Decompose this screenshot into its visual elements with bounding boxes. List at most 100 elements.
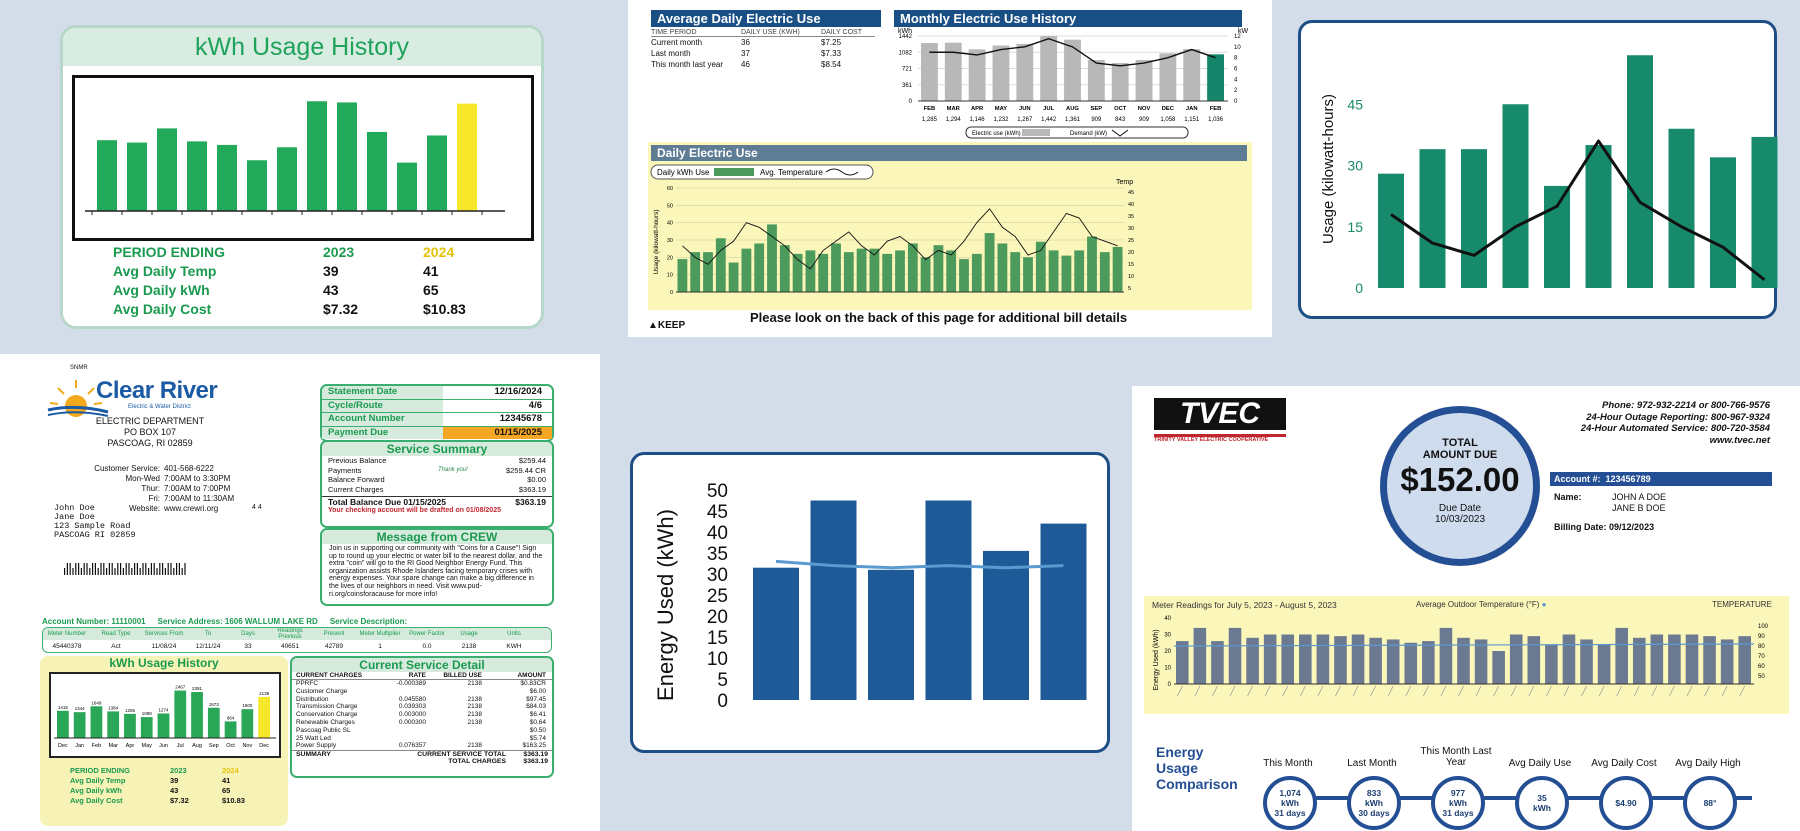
contact-row: Phone: 972-932-2214 or 800-766-9576 xyxy=(1432,400,1770,412)
daily-bar xyxy=(1112,246,1123,292)
charge-rate xyxy=(376,735,426,743)
mini-bar xyxy=(90,706,103,738)
usage-bar xyxy=(397,162,417,211)
service-description: Service Description: xyxy=(329,617,408,626)
tvec-logo: TVEC xyxy=(1154,398,1286,430)
mini-month: Apr xyxy=(126,743,135,749)
comparison-head: Avg Daily Use xyxy=(1508,758,1572,769)
current-row: Renewable Charges 0.000300 2138 $0.64 xyxy=(296,719,548,727)
meter-bar xyxy=(1703,636,1716,684)
address-line: ELECTRIC DEPARTMENT xyxy=(95,416,205,426)
charge-rate xyxy=(376,688,426,696)
monthly-value: 1,361 xyxy=(1065,117,1081,123)
mini-value: 1649 xyxy=(91,700,102,705)
usage-bar xyxy=(97,140,117,211)
usage-bar-line-chart: Usage (kilowatt-hours) 45 30 15 0 xyxy=(1320,55,1778,296)
monthly-bar xyxy=(1040,36,1058,101)
energy-used-card: Energy Used (kWh) 50 45 40 35 30 25 20 15 10 5 0 xyxy=(630,452,1110,753)
barcode-bar xyxy=(145,563,147,575)
daily-bar xyxy=(677,259,688,292)
usage-bar xyxy=(247,160,267,211)
tvec-logo-sub: TRINITY VALLEY ELECTRIC COOPERATIVE xyxy=(1154,434,1286,443)
current-header: AMOUNT xyxy=(517,672,546,679)
avg-col-use: DAILY USE (KWH) xyxy=(741,29,800,36)
barcode-bar xyxy=(75,563,77,575)
account-bar: Account #: 123456789 xyxy=(1550,472,1772,486)
comparison-circle: 833 kWh 30 days xyxy=(1347,776,1401,830)
contact-key: 24-Hour Automated Service: xyxy=(1580,423,1709,434)
monthly-month: MAR xyxy=(947,106,961,112)
mini-value: 1088 xyxy=(142,711,153,716)
table-row: Avg Daily Temp 39 41 xyxy=(113,261,493,280)
date-tick-mark xyxy=(1528,685,1535,697)
charge-use: 2138 xyxy=(467,742,482,750)
barcode-bar xyxy=(114,568,116,575)
mini-bar xyxy=(124,713,136,738)
charge-rate: 0.000300 xyxy=(398,718,426,726)
mini-value: 2391 xyxy=(192,686,203,691)
contact-value: 972-932-2214 or 800-766-9576 xyxy=(1636,400,1770,411)
monthly-y2-tick: 0 xyxy=(1234,99,1238,105)
usage-chart-card: Usage (kilowatt-hours) 45 30 15 0 xyxy=(1298,20,1778,319)
monthly-y2-tick: 2 xyxy=(1234,88,1238,94)
barcode-bar xyxy=(92,563,94,575)
monthly-legend-kwh: Electric use (kWh) xyxy=(972,131,1021,137)
usage-bar xyxy=(1751,136,1778,288)
message-box: Message from CREW Join us in supporting … xyxy=(320,528,554,606)
daily-bar xyxy=(882,253,893,292)
daily-bar xyxy=(895,250,905,292)
mini-row: PERIOD ENDING 2023 2024 xyxy=(70,766,270,776)
mini-value: 1255 xyxy=(125,708,136,713)
customer-line: John Doe xyxy=(54,503,95,513)
date-tick-mark xyxy=(1458,685,1464,697)
contact-key: 24-Hour Outage Reporting: xyxy=(1586,411,1709,423)
mini-label: PERIOD ENDING xyxy=(70,766,131,775)
meter-bar xyxy=(1439,627,1453,684)
keep-text: KEEP xyxy=(657,320,686,331)
y-tick: 0 xyxy=(1355,280,1363,296)
mini-label: Avg Daily Temp xyxy=(70,776,126,785)
y-tick: 10 xyxy=(707,649,728,670)
charge-use xyxy=(426,688,482,696)
row-label: Avg Daily kWh xyxy=(113,281,210,298)
sunrise-logo-icon xyxy=(47,380,109,417)
avg-col-period: TIME PERIOD xyxy=(651,29,697,36)
mini-value: 1500 xyxy=(242,703,253,708)
statement-value: 12345678 xyxy=(499,413,542,424)
usage-history-title: kWh Usage History xyxy=(63,28,541,66)
summary-label: SUMMARY xyxy=(296,751,331,759)
monthly-bar xyxy=(1111,63,1129,101)
barcode-bar xyxy=(184,563,186,575)
service-address: Service Address: 1606 WALLUM LAKE RD xyxy=(157,617,318,626)
avg-period: Last month xyxy=(651,49,691,58)
avg-cost: $7.25 xyxy=(821,38,842,47)
demand-legend-icon xyxy=(1111,129,1129,137)
date-tick-mark xyxy=(1247,685,1253,697)
service-memo xyxy=(438,456,488,466)
service-row: Payments Thank you! $259.44 CR xyxy=(328,466,546,476)
mini-b: 65 xyxy=(222,786,231,795)
row-value-b: 65 xyxy=(423,281,439,298)
meter-bar xyxy=(1334,636,1347,684)
meter-bar xyxy=(1263,634,1277,684)
usage-bar xyxy=(187,141,207,211)
date-tick-mark xyxy=(1633,685,1640,697)
usage-bar xyxy=(277,147,297,211)
address-line: PO BOX 107 xyxy=(123,427,177,437)
current-row: Power Supply 0.076357 2138 $163.25 xyxy=(296,742,548,750)
daily-bar xyxy=(818,253,829,292)
electric-use-report: Average Daily Electric Use TIME PERIOD D… xyxy=(628,0,1272,337)
statement-key: Cycle/Route xyxy=(322,399,443,412)
y-tick: 45 xyxy=(1347,96,1363,112)
statement-box: Statement Date 12/16/2024 Cycle/Route 4/6 Ac… xyxy=(320,384,554,442)
usage-bar xyxy=(1502,104,1529,288)
barcode-bar xyxy=(150,563,152,575)
meter-cell: Act xyxy=(111,642,121,650)
daily-legend-temp: Avg. Temperature xyxy=(760,168,823,177)
y-tick: 25 xyxy=(707,586,728,607)
daily-bar xyxy=(907,243,918,292)
current-row: Pascoag Public SL $0.50 xyxy=(296,727,548,735)
current-row: Distribution 0.045580 2138 $97.45 xyxy=(296,696,548,704)
account-label: Account #: xyxy=(1554,474,1601,484)
